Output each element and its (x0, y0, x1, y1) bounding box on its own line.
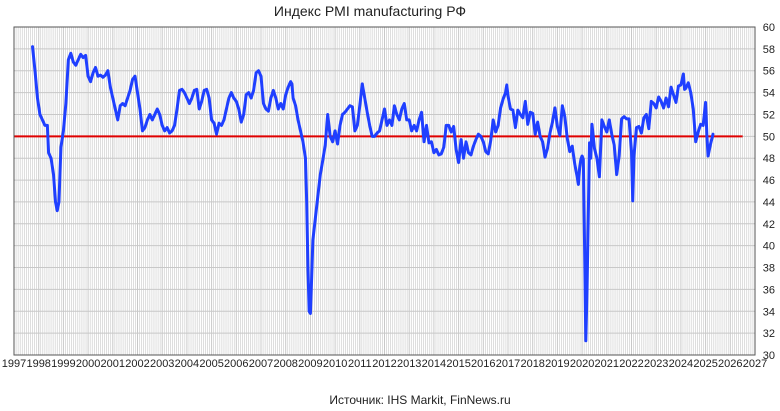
pmi-series-line (31, 45, 715, 343)
y-tick-label: 50 (763, 131, 775, 143)
x-tick-label: 1998 (26, 358, 50, 370)
x-tick-labels: 1997 1998 1999 2000 2001 2002 2003 2004 2005 2006… (2, 358, 767, 370)
x-tick-label: 2012 (372, 358, 396, 370)
x-tick-label: 2022 (619, 358, 643, 370)
y-tick-label: 58 (763, 44, 775, 56)
y-tick-labels: 30 32 34 36 38 40 42 44 46 48 50 52 54 56 58 60 (763, 22, 775, 362)
x-tick-label: 2007 (249, 358, 273, 370)
y-tick-label: 36 (763, 284, 775, 296)
x-tick-label: 2025 (693, 358, 717, 370)
x-tick-label: 2010 (323, 358, 347, 370)
x-tick-label: 2023 (644, 358, 668, 370)
x-tick-label: 2006 (224, 358, 248, 370)
x-tick-label: 2018 (520, 358, 544, 370)
x-tick-label: 2004 (175, 358, 199, 370)
x-tick-label: 2027 (743, 358, 767, 370)
x-tick-label: 2016 (471, 358, 495, 370)
grid (13, 26, 756, 356)
x-tick-label: 2021 (595, 358, 619, 370)
x-tick-label: 2008 (273, 358, 297, 370)
y-tick-label: 32 (763, 328, 775, 340)
y-tick-label: 30 (763, 350, 775, 362)
y-tick-label: 56 (763, 66, 775, 78)
x-tick-label: 2005 (199, 358, 223, 370)
x-tick-label: 2009 (298, 358, 322, 370)
x-tick-label: 2014 (422, 358, 446, 370)
x-tick-label: 1999 (51, 358, 75, 370)
x-tick-label: 2019 (545, 358, 569, 370)
y-tick-label: 54 (763, 88, 775, 100)
x-tick-label: 2002 (125, 358, 149, 370)
y-tick-label: 38 (763, 263, 775, 275)
x-tick-label: 2003 (150, 358, 174, 370)
plot-border (13, 26, 756, 356)
y-tick-label: 48 (763, 153, 775, 165)
x-tick-label: 2026 (718, 358, 742, 370)
x-tick-label: 2000 (76, 358, 100, 370)
y-tick-label: 40 (763, 241, 775, 253)
x-tick-label: 2013 (397, 358, 421, 370)
y-tick-label: 60 (763, 22, 775, 34)
chart-title: Индекс PMI manufacturing РФ (274, 3, 466, 19)
y-tick-label: 34 (763, 306, 775, 318)
x-tick-label: 2001 (101, 358, 125, 370)
x-tick-label: 2020 (570, 358, 594, 370)
x-tick-label: 1997 (2, 358, 26, 370)
x-tick-label: 2017 (496, 358, 520, 370)
chart-source: Источник: IHS Markit, FinNews.ru (329, 393, 510, 407)
y-tick-label: 52 (763, 109, 775, 121)
y-tick-label: 46 (763, 175, 775, 187)
y-tick-label: 42 (763, 219, 775, 231)
x-tick-label: 2011 (348, 358, 372, 370)
x-tick-label: 2015 (446, 358, 470, 370)
y-tick-label: 44 (763, 197, 775, 209)
x-tick-label: 2024 (669, 358, 693, 370)
